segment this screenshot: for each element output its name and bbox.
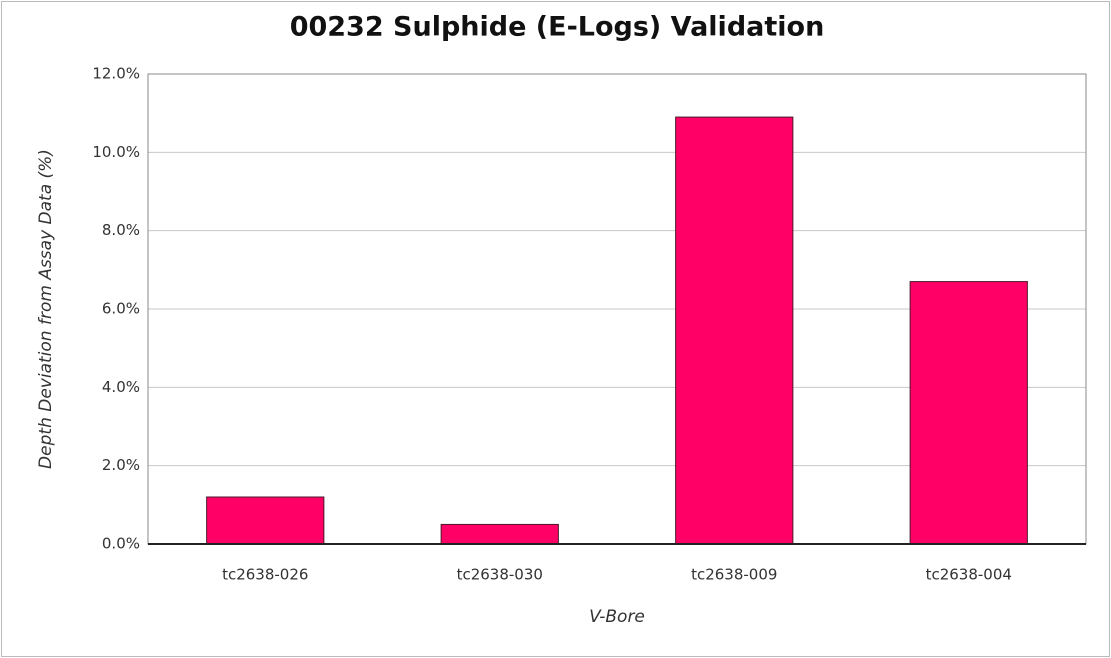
x-tick-label: tc2638-009 (691, 566, 777, 584)
y-tick-label: 0.0% (102, 535, 140, 553)
chart-title: 00232 Sulphide (E-Logs) Validation (290, 12, 825, 43)
x-tick-label: tc2638-030 (457, 566, 543, 584)
bar (440, 523, 559, 545)
y-tick-label: 6.0% (102, 300, 140, 318)
y-tick-label: 12.0% (92, 65, 140, 83)
y-axis-label: Depth Deviation from Assay Data (%) (36, 149, 56, 469)
y-tick-label: 4.0% (102, 378, 140, 396)
x-axis-label: V-Bore (589, 607, 645, 627)
bar (675, 116, 794, 545)
bar (206, 496, 325, 545)
y-tick-label: 2.0% (102, 456, 140, 474)
bar (909, 281, 1028, 545)
y-tick-label: 10.0% (92, 143, 140, 161)
x-tick-label: tc2638-004 (926, 566, 1012, 584)
x-tick-label: tc2638-026 (222, 566, 308, 584)
y-tick-label: 8.0% (102, 221, 140, 239)
